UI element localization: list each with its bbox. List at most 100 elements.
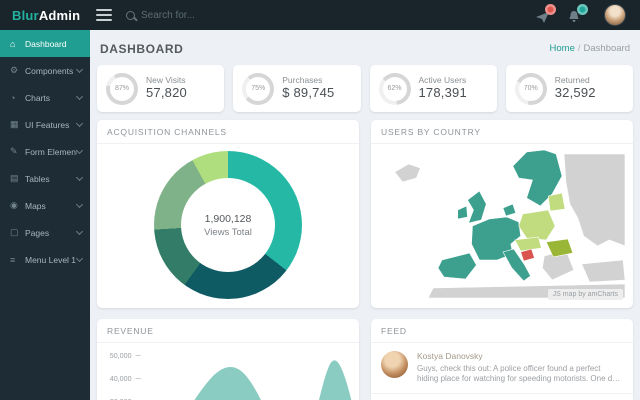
- user-avatar[interactable]: [604, 4, 626, 26]
- map-region-iceland: [394, 163, 421, 183]
- middle-panels: ACQUISITION CHANNELS 1,900,128 Views Tot…: [97, 120, 633, 308]
- y-tick-label: 50,000: [110, 353, 132, 360]
- feed-item[interactable]: Andrey Hrabouski Added new video 'Vader …: [371, 394, 633, 400]
- sidebar-item-maps[interactable]: ◉ Maps: [0, 192, 90, 219]
- stat-value: 32,592: [554, 84, 596, 100]
- avatar: [381, 351, 408, 378]
- messages-icon[interactable]: [536, 4, 556, 23]
- sidebar-item-pages[interactable]: ▢ Pages: [0, 219, 90, 246]
- sidebar-item-label: Charts: [25, 92, 51, 103]
- app-logo[interactable]: BlurAdmin: [0, 8, 90, 23]
- map-region-denmark: [502, 203, 517, 217]
- stat-card-active-users: 62% Active Users 178,391: [369, 65, 497, 112]
- breadcrumb: Home / Dashboard: [550, 43, 630, 54]
- chevron-down-icon: [75, 173, 84, 181]
- donut-total-value: 1,900,128: [204, 212, 252, 225]
- sidebar-item-form-elements[interactable]: ✎ Form Elements: [0, 138, 90, 165]
- feed-panel: FEED Kostya Danovsky Guys, check this ou…: [371, 319, 633, 400]
- map-attribution[interactable]: JS map by amCharts: [547, 289, 623, 300]
- acquisition-donut-chart[interactable]: 1,900,128 Views Total: [154, 151, 302, 299]
- logo-accent: Blur: [12, 7, 39, 23]
- header-actions: [536, 4, 640, 26]
- chevron-down-icon: [75, 119, 84, 127]
- sidebar-item-label: Maps: [25, 200, 46, 211]
- table-icon: ▤: [10, 173, 19, 183]
- stat-label: New Visits: [146, 75, 186, 86]
- stat-ring: 62%: [378, 72, 411, 105]
- sidebar-item-menu-level-1[interactable]: ≡ Menu Level 1: [0, 246, 90, 273]
- revenue-chart-svg: 50,000 40,000 30,000: [110, 353, 352, 400]
- y-tick-label: 40,000: [110, 376, 132, 383]
- stats-row: 87% New Visits 57,820 75% Purchases $ 89…: [97, 65, 633, 112]
- stat-label: Returned: [554, 75, 590, 86]
- pencil-icon: ✎: [10, 146, 18, 156]
- feed-item[interactable]: Kostya Danovsky Guys, check this out: A …: [371, 343, 633, 394]
- search-bar: [126, 9, 536, 21]
- map-region-france-germany: [471, 216, 522, 261]
- sidebar-nav: ⌂ Dashboard ⚙ Components ◔ Charts ▦ UI F…: [0, 30, 90, 400]
- sidebar-item-label: Components: [25, 65, 74, 76]
- search-icon[interactable]: [126, 10, 135, 20]
- map-region-romania: [545, 238, 574, 258]
- sidebar-item-label: UI Features: [25, 119, 70, 130]
- stat-ring: 87%: [106, 72, 138, 105]
- stat-label: Purchases: [282, 75, 323, 86]
- stat-percent: 75%: [246, 76, 271, 101]
- sidebar-item-label: Menu Level 1: [25, 254, 77, 265]
- map-region-baltics: [547, 192, 566, 212]
- stat-ring: 75%: [242, 72, 275, 105]
- sidebar-item-label: Pages: [25, 227, 50, 238]
- search-input[interactable]: [141, 9, 291, 21]
- notifications-icon[interactable]: [568, 4, 588, 23]
- feed-author: Kostya Danovsky: [417, 351, 483, 361]
- sidebar-item-dashboard[interactable]: ⌂ Dashboard: [0, 30, 90, 57]
- stat-card-purchases: 75% Purchases $ 89,745: [233, 65, 361, 112]
- sidebar-item-ui-features[interactable]: ▦ UI Features: [0, 111, 90, 138]
- sidebar-item-charts[interactable]: ◔ Charts: [0, 84, 90, 111]
- breadcrumb-current: Dashboard: [583, 43, 630, 54]
- sidebar-item-tables[interactable]: ▤ Tables: [0, 165, 90, 192]
- pie-chart-icon: ◔: [10, 92, 16, 103]
- bottom-panels: REVENUE 50,000 40,000 30,000 FEED: [97, 319, 633, 400]
- breadcrumb-home-link[interactable]: Home: [549, 43, 575, 54]
- chevron-down-icon: [75, 65, 84, 73]
- stat-percent: 62%: [382, 76, 407, 101]
- map-pin-icon: ◉: [10, 200, 18, 210]
- sidebar-item-label: Form Elements: [25, 146, 77, 157]
- chevron-down-icon: [75, 200, 84, 208]
- home-icon: ⌂: [10, 38, 16, 49]
- stat-value: 57,820: [146, 84, 187, 100]
- map-region-iberia: [437, 252, 477, 280]
- map-region-poland: [518, 209, 556, 241]
- chevron-down-icon: [75, 146, 84, 154]
- revenue-panel: REVENUE 50,000 40,000 30,000: [97, 319, 359, 400]
- breadcrumb-separator: /: [577, 43, 581, 54]
- stat-ring: 70%: [514, 72, 547, 105]
- revenue-chart[interactable]: 50,000 40,000 30,000: [97, 343, 359, 400]
- europe-map-svg: [379, 148, 626, 299]
- stat-card-returned: 70% Returned 32,592: [505, 65, 633, 112]
- page-header: DASHBOARD Home / Dashboard: [97, 36, 633, 61]
- revenue-area-front: [194, 360, 352, 400]
- europe-map[interactable]: JS map by amCharts: [371, 144, 633, 307]
- chevron-down-icon: [75, 227, 84, 235]
- grid-icon: ▦: [10, 119, 19, 129]
- stat-label: Active Users: [418, 75, 467, 86]
- main-content: DASHBOARD Home / Dashboard 87% New Visits …: [90, 30, 640, 400]
- gear-icon: ⚙: [10, 65, 19, 75]
- sidebar-item-components[interactable]: ⚙ Components: [0, 57, 90, 84]
- map-region-croatia: [520, 248, 535, 262]
- menu-toggle-icon[interactable]: [96, 6, 112, 24]
- chevron-down-icon: [75, 254, 84, 262]
- notifications-badge: [577, 4, 588, 15]
- panel-title: FEED: [371, 319, 633, 343]
- stat-card-new-visits: 87% New Visits 57,820: [97, 65, 225, 112]
- sidebar-item-label: Tables: [25, 173, 50, 184]
- top-navbar: BlurAdmin: [0, 0, 640, 30]
- menu-icon: ≡: [10, 254, 16, 265]
- map-region-ireland: [457, 205, 468, 220]
- chevron-down-icon: [75, 92, 84, 100]
- panel-title: ACQUISITION CHANNELS: [97, 120, 359, 144]
- users-by-country-panel: USERS BY COUNTRY: [371, 120, 633, 308]
- panel-title: USERS BY COUNTRY: [371, 120, 633, 144]
